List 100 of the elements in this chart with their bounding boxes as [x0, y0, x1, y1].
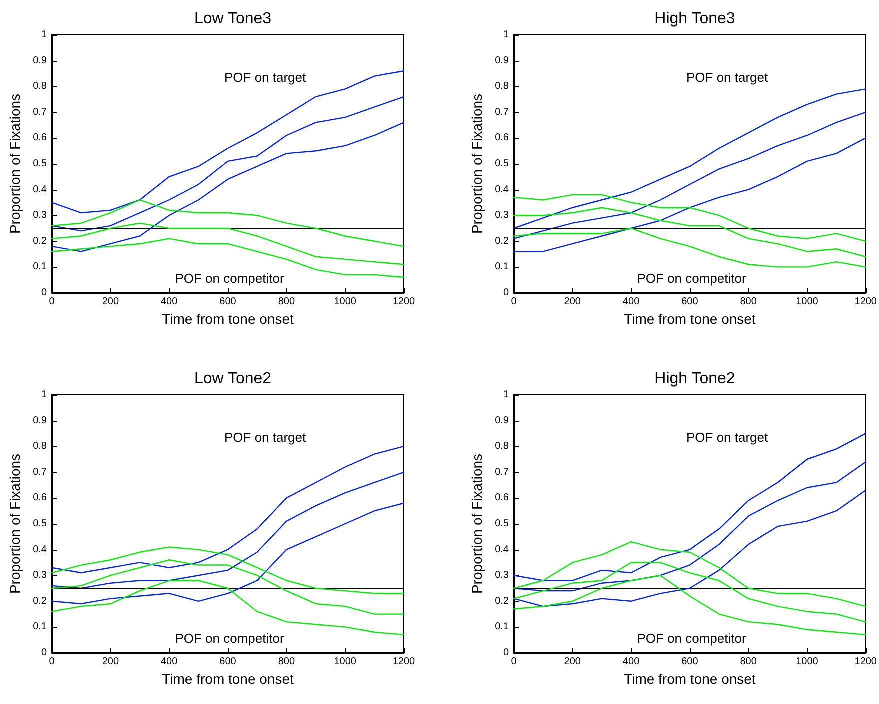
y-tick-label: 0.7	[495, 106, 510, 118]
x-tick-label: 200	[102, 656, 120, 668]
y-tick-label: 0.9	[33, 415, 48, 426]
line-series	[51, 122, 405, 252]
y-tick-label: 0.6	[495, 132, 510, 144]
y-tick-label: 0.7	[33, 106, 48, 118]
y-tick-label: 0.8	[33, 81, 48, 92]
x-tick-label: 0	[511, 656, 518, 668]
y-tick-label: 0.5	[33, 518, 48, 530]
y-tick-label: 1	[503, 390, 510, 400]
x-tick-label: 1200	[392, 656, 416, 668]
annotation: POF on target	[686, 70, 769, 85]
y-tick-label: 0	[41, 288, 48, 298]
chart-title: Low Tone3	[194, 10, 272, 28]
x-tick-label: 400	[622, 656, 640, 668]
y-tick-label: 0.4	[495, 184, 510, 196]
y-tick-label: 0.4	[495, 544, 510, 556]
annotation: POF on target	[686, 430, 769, 445]
line-series	[51, 472, 405, 590]
y-tick-label: 0.2	[33, 236, 48, 247]
y-tick-label: 0	[503, 648, 510, 658]
y-tick-label: 0.7	[33, 466, 48, 478]
x-tick-label: 0	[511, 296, 518, 308]
y-tick-label: 0.3	[495, 210, 510, 222]
x-tick-label: 800	[278, 296, 296, 308]
y-tick-label: 1	[503, 30, 510, 40]
y-tick-label: 0.1	[33, 622, 48, 633]
x-tick-label: 1200	[854, 296, 878, 308]
y-tick-label: 0	[41, 648, 48, 658]
x-axis-title: Time from tone onset	[624, 670, 756, 687]
y-tick-label: 0.4	[33, 544, 48, 556]
x-tick-label: 800	[740, 296, 758, 308]
line-series	[513, 88, 866, 230]
line-series	[51, 70, 405, 214]
x-tick-label: 1200	[854, 656, 878, 668]
annotation: POF on target	[224, 70, 307, 85]
x-tick-label: 200	[564, 656, 582, 668]
x-tick-label: 400	[160, 656, 178, 668]
y-tick-label: 0	[503, 288, 510, 298]
y-tick-label: 0.9	[495, 415, 510, 426]
line-series	[513, 433, 866, 582]
annotation: POF on competitor	[637, 631, 747, 646]
annotation: POF on competitor	[637, 271, 747, 286]
x-tick-label: 600	[220, 296, 237, 308]
y-tick-label: 0.5	[33, 158, 48, 170]
y-tick-label: 0.6	[495, 492, 510, 504]
line-series	[513, 194, 866, 242]
y-tick-label: 0.7	[495, 466, 510, 478]
y-tick-label: 0.1	[495, 262, 510, 273]
x-tick-label: 1000	[334, 656, 357, 668]
y-tick-label: 0.1	[33, 262, 48, 273]
x-tick-label: 1000	[796, 296, 819, 308]
y-tick-label: 0.3	[495, 570, 510, 582]
x-tick-label: 600	[682, 296, 699, 308]
chart-title: High Tone2	[654, 370, 736, 388]
line-series	[51, 96, 405, 232]
x-tick-label: 800	[278, 656, 296, 668]
line-series	[513, 207, 866, 258]
chart-title: Low Tone2	[194, 370, 272, 388]
y-tick-label: 0.2	[33, 596, 48, 607]
y-tick-label: 1	[41, 390, 48, 400]
y-tick-label: 0.6	[33, 132, 48, 144]
x-tick-label: 0	[49, 296, 56, 308]
y-tick-label: 0.5	[495, 518, 510, 530]
line-series	[513, 228, 866, 268]
annotation: POF on competitor	[175, 271, 285, 286]
y-axis-title: Proportion of Fixations	[7, 454, 24, 594]
x-axis-title: Time from tone onset	[624, 310, 756, 327]
y-tick-label: 0.8	[495, 81, 510, 92]
y-axis-title: Proportion of Fixations	[469, 94, 486, 234]
x-tick-label: 800	[740, 656, 758, 668]
y-tick-label: 0.3	[33, 210, 48, 222]
y-tick-label: 0.3	[33, 570, 48, 582]
y-tick-label: 0.8	[33, 441, 48, 452]
x-tick-label: 200	[564, 296, 582, 308]
line-series	[51, 560, 405, 615]
x-axis-title: Time from tone onset	[162, 310, 294, 327]
y-tick-label: 1	[41, 30, 48, 40]
x-tick-label: 200	[102, 296, 120, 308]
x-tick-label: 1000	[796, 656, 819, 668]
line-series	[513, 461, 866, 592]
x-tick-label: 1000	[334, 296, 357, 308]
y-tick-label: 0.4	[33, 184, 48, 196]
line-series	[513, 112, 866, 240]
y-tick-label: 0.9	[33, 55, 48, 66]
line-series	[513, 541, 866, 608]
x-axis-title: Time from tone onset	[162, 670, 294, 687]
annotation: POF on target	[224, 430, 307, 445]
y-axis-title: Proportion of Fixations	[7, 94, 24, 234]
line-series	[513, 490, 866, 608]
line-series	[51, 222, 405, 266]
x-tick-label: 0	[49, 656, 56, 668]
y-tick-label: 0.5	[495, 158, 510, 170]
x-tick-label: 400	[160, 296, 178, 308]
y-tick-label: 0.2	[495, 236, 510, 247]
annotation: POF on competitor	[175, 631, 285, 646]
line-series	[513, 138, 866, 252]
x-tick-label: 600	[682, 656, 699, 668]
line-series	[51, 200, 405, 248]
y-tick-label: 0.1	[495, 622, 510, 633]
